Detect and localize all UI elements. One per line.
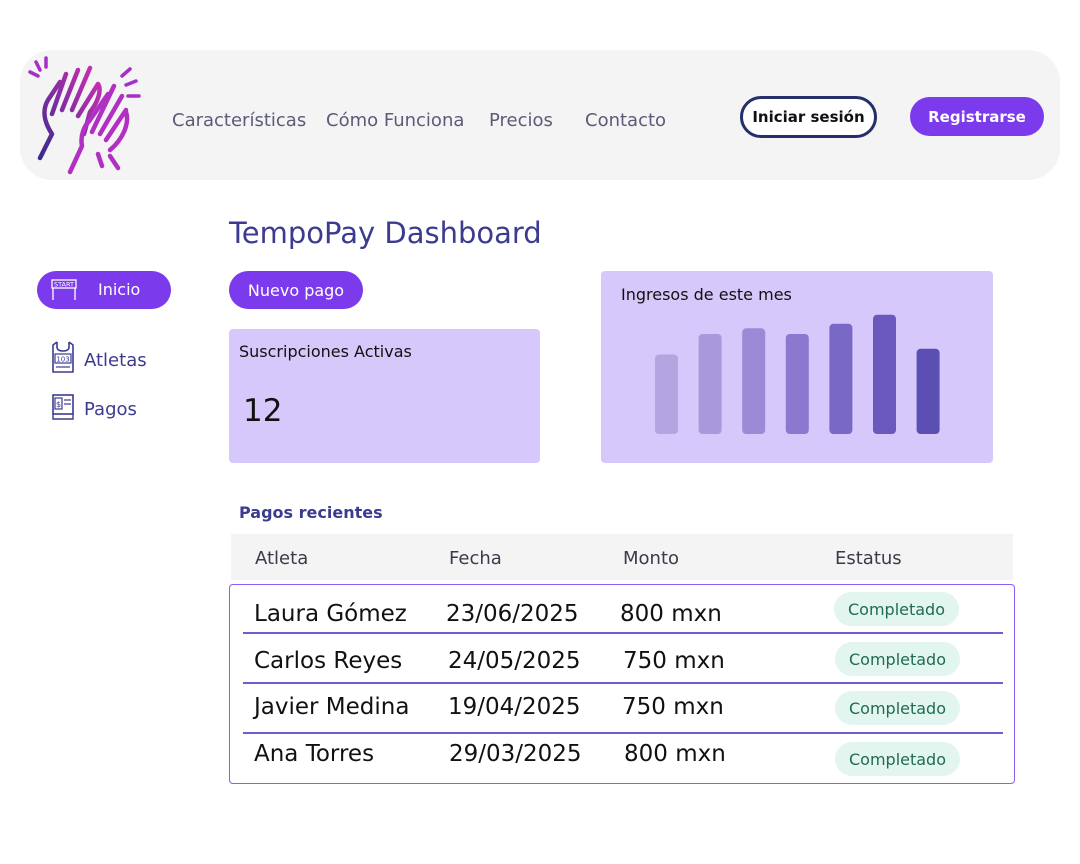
recent-payments-table: Laura Gómez 23/06/2025 800 mxn Completad… xyxy=(229,584,1015,784)
payment-amount: 750 mxn xyxy=(622,694,724,720)
active-subscriptions-card: Suscripciones Activas 12 xyxy=(229,329,540,463)
income-bar-3 xyxy=(742,328,766,434)
column-header-fecha: Fecha xyxy=(449,548,502,569)
table-row[interactable]: Ana Torres 29/03/2025 800 mxn Completado xyxy=(230,735,1013,785)
income-bar-6 xyxy=(873,314,896,434)
athlete-name: Javier Medina xyxy=(254,694,410,720)
card-title: Suscripciones Activas xyxy=(239,342,412,361)
table-row[interactable]: Carlos Reyes 24/05/2025 750 mxn Completa… xyxy=(230,635,1013,685)
row-divider xyxy=(243,632,1003,634)
payment-amount: 800 mxn xyxy=(624,741,726,767)
income-bar-chart xyxy=(655,314,940,434)
login-button[interactable]: Iniciar sesión xyxy=(740,96,877,138)
status-badge: Completado xyxy=(834,592,959,626)
status-badge: Completado xyxy=(835,642,960,676)
sidebar-item-label: Pagos xyxy=(84,399,137,420)
column-header-estatus: Estatus xyxy=(835,548,902,569)
payment-amount: 750 mxn xyxy=(623,648,725,674)
income-bar-4 xyxy=(785,334,809,434)
payment-date: 24/05/2025 xyxy=(448,648,581,674)
athlete-name: Ana Torres xyxy=(254,741,375,767)
nav-link-precios[interactable]: Precios xyxy=(489,110,553,131)
athlete-name: Laura Gómez xyxy=(254,601,407,627)
sidebar-item-label: Atletas xyxy=(84,350,147,371)
status-badge: Completado xyxy=(835,691,960,725)
card-title: Ingresos de este mes xyxy=(621,285,792,304)
income-bar-2 xyxy=(698,334,722,434)
nav-link-caracteristicas[interactable]: Características xyxy=(172,110,307,131)
top-navbar: Características Cómo Funciona Precios Co… xyxy=(20,50,1060,180)
athlete-name: Carlos Reyes xyxy=(254,648,403,674)
column-header-atleta: Atleta xyxy=(255,548,309,569)
income-bar-7 xyxy=(916,348,940,434)
svg-text:103: 103 xyxy=(56,356,69,364)
jersey-icon: 103 xyxy=(52,341,74,373)
table-header: Atleta Fecha Monto Estatus xyxy=(231,534,1013,580)
svg-text:$: $ xyxy=(56,400,61,409)
payment-amount: 800 mxn xyxy=(620,601,722,627)
nav-link-contacto[interactable]: Contacto xyxy=(585,110,667,131)
invoice-icon: $ xyxy=(52,394,74,420)
payment-date: 19/04/2025 xyxy=(448,694,581,720)
row-divider xyxy=(243,732,1003,734)
page-title: TempoPay Dashboard xyxy=(229,216,542,250)
new-payment-button[interactable]: Nuevo pago xyxy=(229,271,363,309)
row-divider xyxy=(243,682,1003,684)
payment-date: 29/03/2025 xyxy=(449,741,582,767)
recent-payments-title: Pagos recientes xyxy=(239,503,383,522)
income-bar-1 xyxy=(655,354,678,434)
register-button[interactable]: Registrarse xyxy=(910,97,1044,136)
monthly-income-card: Ingresos de este mes xyxy=(601,271,993,463)
svg-text:START: START xyxy=(54,281,74,289)
column-header-monto: Monto xyxy=(623,548,680,569)
status-badge: Completado xyxy=(835,742,960,776)
payment-date: 23/06/2025 xyxy=(446,601,579,627)
high-five-hands-logo-icon[interactable] xyxy=(26,54,152,180)
income-bar-5 xyxy=(829,323,853,434)
sidebar-item-label: Inicio xyxy=(98,280,141,299)
start-flag-icon: START xyxy=(51,279,77,300)
table-row[interactable]: Javier Medina 19/04/2025 750 mxn Complet… xyxy=(230,685,1013,735)
subscriptions-count: 12 xyxy=(243,393,283,429)
nav-link-como-funciona[interactable]: Cómo Funciona xyxy=(326,110,465,131)
table-row[interactable]: Laura Gómez 23/06/2025 800 mxn Completad… xyxy=(230,585,1013,635)
sidebar-item-inicio[interactable]: START Inicio xyxy=(37,271,171,309)
